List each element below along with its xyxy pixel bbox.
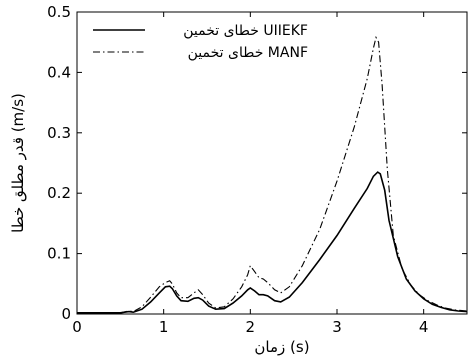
y-tick-label: 0.2: [47, 184, 71, 202]
y-tick-label: 0.1: [47, 245, 71, 263]
legend-label-1: خطای تخمین UIIEKF: [183, 23, 308, 39]
legend: خطای تخمین UIIEKF خطای تخمین MANF: [93, 23, 308, 61]
x-axis-label: زمان (s): [254, 338, 309, 356]
y-tick-label: 0.3: [47, 124, 71, 142]
x-tick-label: 4: [419, 318, 429, 336]
series-line-1: [77, 171, 468, 314]
x-tick-label: 0: [72, 318, 82, 336]
x-tick-label: 1: [159, 318, 169, 336]
x-tick-label: 3: [332, 318, 342, 336]
series-line-2: [77, 35, 468, 314]
y-tick-label: 0: [61, 305, 71, 323]
y-tick-label: 0.4: [47, 63, 71, 81]
x-tick-label: 2: [246, 318, 256, 336]
y-tick-label: 0.5: [47, 3, 71, 21]
y-axis-label: قدر مطلق خطا (m/s): [9, 93, 27, 233]
legend-label-2: خطای تخمین MANF: [188, 45, 308, 61]
plot-frame: [76, 11, 468, 315]
